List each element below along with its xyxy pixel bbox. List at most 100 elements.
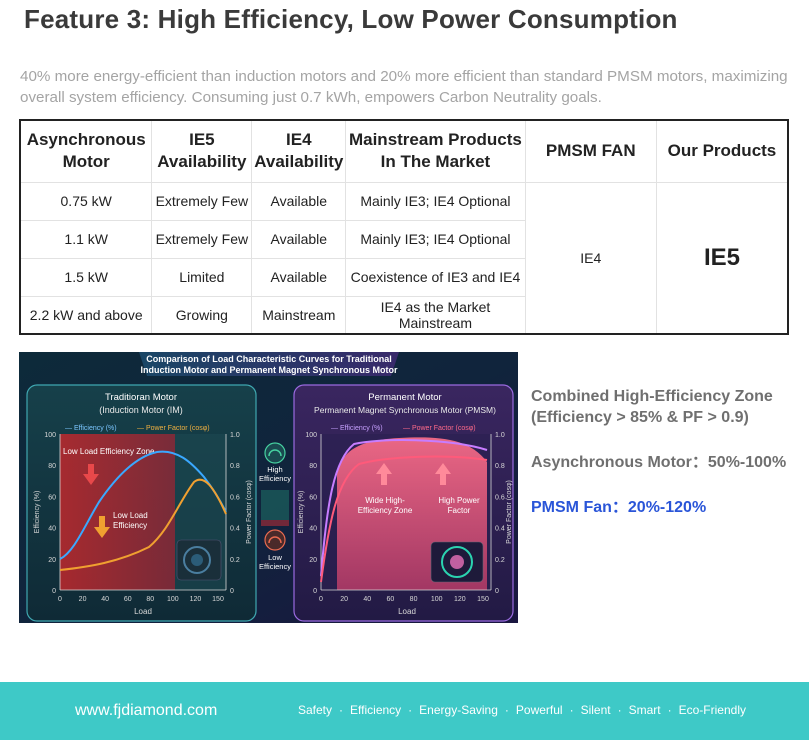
- async-motor-range: Asynchronous Motor：50%-100%: [531, 454, 787, 471]
- load-curve-comparison-graphic: Comparison of Load Characteristic Curves…: [19, 352, 518, 623]
- motor-icon-core: [450, 555, 464, 569]
- cell-mainstream: Coexistence of IE3 and IE4: [345, 257, 526, 297]
- tag-separator: ·: [339, 703, 344, 717]
- website-link[interactable]: www.fjdiamond.com: [75, 702, 218, 719]
- footer-bar: www.fjdiamond.com Safety · Efficiency · Ener…: [0, 682, 809, 740]
- y2-tick-label: 1.0: [495, 432, 505, 439]
- cell-ie5: Growing: [151, 295, 253, 335]
- footer-tag: Eco-Friendly: [678, 703, 746, 717]
- table-row: 1.5 kW Limited Available Coexistence of …: [19, 257, 788, 297]
- low-load-label-line2: Efficiency: [113, 521, 147, 530]
- table-row: 2.2 kW and above Growing Mainstream IE4 …: [19, 295, 788, 335]
- x-tick-label: 150: [477, 596, 489, 603]
- high-pf-label-line2: Factor: [448, 506, 471, 515]
- header-ie5: IE5 Availability: [151, 119, 253, 183]
- arrow-up-icon: [435, 463, 451, 485]
- cell-mainstream: IE4 as the Market Mainstream: [345, 295, 526, 335]
- header-ours: Our Products: [655, 119, 789, 183]
- cell-motor: 2.2 kW and above: [19, 295, 153, 335]
- footer-tag: Efficiency: [350, 703, 402, 717]
- header-pmsm: PMSM FAN: [524, 119, 657, 183]
- x-tick-label: 120: [190, 596, 202, 603]
- right-y-axis-label: Efficiency (%): [298, 491, 305, 534]
- zone-criteria: (Efficiency > 85% & PF > 0.9): [531, 409, 749, 426]
- x-tick-label: 0: [319, 596, 323, 603]
- motor-icon: [183, 546, 211, 574]
- comparison-table: Asynchronous Motor IE5 Availability IE4 …: [19, 119, 789, 335]
- wide-zone-label-line2: Efficiency Zone: [358, 506, 413, 515]
- low-efficiency-gauge-icon: [264, 529, 286, 551]
- page-subtitle: 40% more energy-efficient than induction…: [20, 68, 788, 106]
- tag-separator: ·: [504, 703, 509, 717]
- footer-tag: Smart: [628, 703, 661, 717]
- footer-tag: Powerful: [515, 703, 563, 717]
- y-tick-label: 20: [309, 557, 317, 564]
- x-tick-label: 40: [363, 596, 371, 603]
- cell-motor: 1.1 kW: [19, 219, 153, 259]
- tag-separator: ·: [617, 703, 622, 717]
- y2-tick-label: 0: [495, 588, 499, 595]
- y2-tick-label: 0.6: [230, 494, 240, 501]
- graphic-heading-line2: Induction Motor and Permanent Magnet Syn…: [140, 365, 397, 375]
- motor-icon: [441, 546, 473, 578]
- right-panel-subtitle: Permanent Magnet Synchronous Motor (PMSM…: [314, 405, 496, 415]
- y-tick-label: 60: [309, 494, 317, 501]
- y-tick-label: 60: [48, 494, 56, 501]
- right-legend-power-factor: — Power Factor (cosφ): [403, 425, 476, 432]
- header-mainstream: Mainstream Products In The Market: [345, 119, 526, 183]
- table-row: 0.75 kW Extremely Few Available Mainly I…: [19, 181, 789, 335]
- cell-mainstream: Mainly IE3; IE4 Optional: [345, 181, 526, 221]
- arrow-down-icon: [94, 516, 110, 538]
- tag-separator: ·: [569, 703, 574, 717]
- graphic-heading-bar: [139, 352, 399, 376]
- x-tick-label: 80: [146, 596, 154, 603]
- x-tick-label: 100: [431, 596, 443, 603]
- high-pf-label-line1: High Power: [438, 496, 480, 505]
- right-panel-title: Permanent Motor: [368, 392, 441, 403]
- y2-tick-label: 0: [230, 588, 234, 595]
- y2-tick-label: 0.4: [230, 526, 240, 533]
- x-tick-label: 80: [410, 596, 418, 603]
- zone-heading: Combined High-Efficiency Zone: [531, 388, 773, 405]
- y-tick-label: 0: [313, 588, 317, 595]
- induction-power-factor-curve: [59, 478, 227, 571]
- cell-motor: 0.75 kW: [19, 181, 153, 221]
- graphic-heading-line1: Comparison of Load Characteristic Curves…: [146, 354, 392, 364]
- left-legend-efficiency: — Efficiency (%): [65, 425, 117, 432]
- tag-separator: ·: [408, 703, 413, 717]
- pmsm-power-factor-curve: [320, 455, 488, 583]
- cell-ours-value: IE5: [655, 181, 789, 335]
- low-load-zone-label: Low Load Efficiency Zone: [63, 447, 155, 456]
- y2-tick-label: 0.4: [495, 526, 505, 533]
- y2-tick-label: 0.2: [230, 557, 240, 564]
- footer-tag: Safety: [298, 703, 333, 717]
- cell-ie5: Extremely Few: [151, 219, 253, 259]
- efficiency-bar-low: [261, 520, 289, 526]
- y-tick-label: 0: [52, 588, 56, 595]
- cell-ie4: Available: [251, 257, 347, 297]
- left-y2-axis-label: Power Factor (cosφ): [246, 480, 253, 544]
- y-tick-label: 100: [44, 432, 56, 439]
- pmsm-efficiency-curve: [320, 439, 488, 577]
- cell-motor: 1.5 kW: [19, 257, 153, 297]
- cell-ie4: Available: [251, 219, 347, 259]
- efficiency-bar-high: [261, 490, 289, 520]
- header-ie4: IE4 Availability: [251, 119, 347, 183]
- x-tick-label: 20: [340, 596, 348, 603]
- right-y2-axis-label: Power Factor (cosφ): [506, 480, 513, 544]
- y-tick-label: 100: [305, 432, 317, 439]
- y2-tick-label: 0.8: [495, 463, 505, 470]
- y-tick-label: 40: [48, 526, 56, 533]
- left-panel-subtitle: (Induction Motor (IM): [99, 405, 183, 415]
- cell-ie5: Limited: [151, 257, 253, 297]
- high-efficiency-label-line2: Efficiency: [259, 474, 291, 483]
- low-load-efficiency-zone: [60, 434, 175, 590]
- x-tick-label: 150: [212, 596, 224, 603]
- y-tick-label: 20: [48, 557, 56, 564]
- left-panel-title: Traditioran Motor: [105, 392, 177, 403]
- table-header-row: Asynchronous Motor IE5 Availability IE4 …: [19, 119, 789, 183]
- y2-tick-label: 0.6: [495, 494, 505, 501]
- footer-tag: Silent: [580, 703, 611, 717]
- y2-tick-label: 0.8: [230, 463, 240, 470]
